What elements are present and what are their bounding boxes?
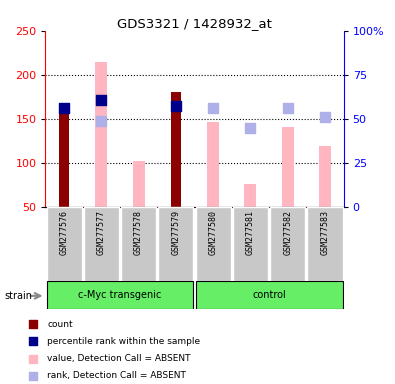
Point [210, 105, 216, 111]
Point [29, 373, 36, 379]
FancyBboxPatch shape [158, 207, 194, 282]
Bar [133, 161, 145, 207]
FancyBboxPatch shape [307, 207, 342, 282]
Point [322, 114, 328, 120]
Text: control: control [252, 290, 286, 300]
Point [173, 103, 179, 109]
Text: value, Detection Call = ABSENT: value, Detection Call = ABSENT [47, 354, 191, 363]
FancyBboxPatch shape [196, 207, 231, 282]
Text: GSM277581: GSM277581 [246, 210, 255, 255]
Bar [282, 127, 294, 207]
Text: GSM277582: GSM277582 [283, 210, 292, 255]
Text: GSM277578: GSM277578 [134, 210, 143, 255]
Text: GSM277576: GSM277576 [60, 210, 69, 255]
FancyBboxPatch shape [196, 281, 342, 309]
Point [98, 118, 105, 124]
Text: percentile rank within the sample: percentile rank within the sample [47, 337, 201, 346]
FancyBboxPatch shape [47, 281, 194, 309]
Text: c-Myc transgenic: c-Myc transgenic [78, 290, 162, 300]
Point [98, 96, 105, 103]
Text: GSM277583: GSM277583 [320, 210, 329, 255]
Text: GSM277579: GSM277579 [171, 210, 181, 255]
Point [29, 321, 36, 327]
FancyBboxPatch shape [84, 207, 119, 282]
FancyBboxPatch shape [47, 207, 82, 282]
Point [29, 356, 36, 362]
Point [247, 125, 254, 131]
FancyBboxPatch shape [270, 207, 305, 282]
Bar [95, 61, 107, 207]
Bar [59, 113, 69, 207]
Text: rank, Detection Call = ABSENT: rank, Detection Call = ABSENT [47, 371, 186, 380]
Point [61, 104, 67, 111]
Text: GSM277577: GSM277577 [97, 210, 106, 255]
Point [284, 105, 291, 111]
Title: GDS3321 / 1428932_at: GDS3321 / 1428932_at [117, 17, 272, 30]
Text: count: count [47, 319, 73, 329]
Bar [319, 146, 331, 207]
Point [29, 338, 36, 344]
FancyBboxPatch shape [233, 207, 268, 282]
Bar [245, 184, 256, 207]
Text: strain: strain [4, 291, 32, 301]
Bar [171, 92, 181, 207]
Text: GSM277580: GSM277580 [209, 210, 218, 255]
FancyBboxPatch shape [121, 207, 156, 282]
Bar [207, 122, 219, 207]
